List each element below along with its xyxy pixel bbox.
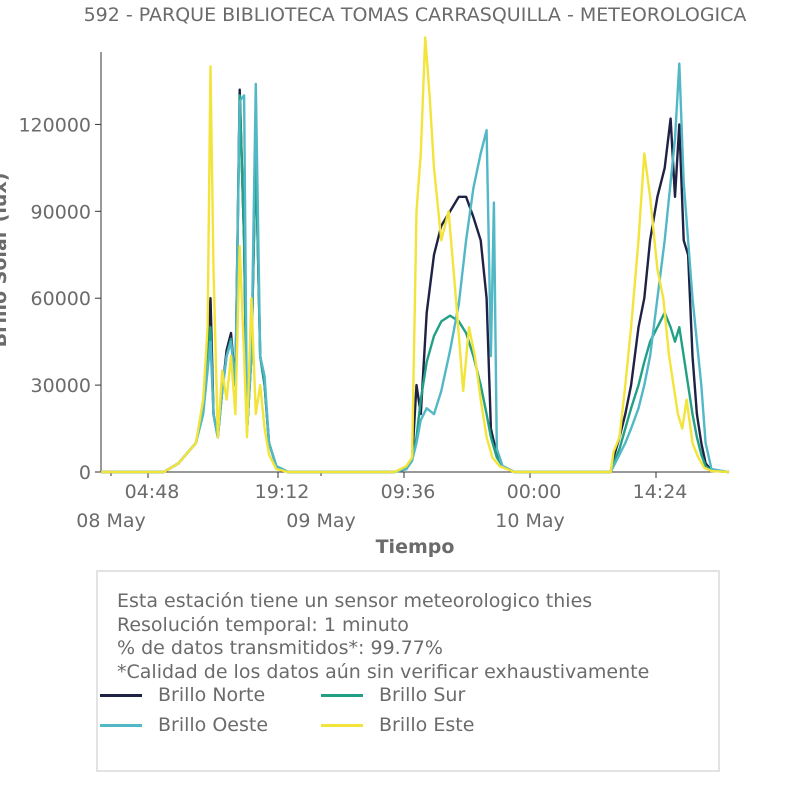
series-line-brillo-norte <box>101 88 730 474</box>
legend-swatch-oeste <box>100 724 142 727</box>
x-tick-time-label: 04:48 <box>125 481 180 503</box>
y-tick-label: 120000 <box>18 114 91 136</box>
x-tick-time-label: 14:24 <box>633 481 688 503</box>
series-line-brillo-este <box>101 36 730 474</box>
y-tick-label: 30000 <box>31 375 91 397</box>
x-tick-time-label: 09:36 <box>381 481 436 503</box>
y-axis-label: Brillo Solar (lux) <box>0 173 11 348</box>
legend-label-sur: Brillo Sur <box>379 684 466 706</box>
legend-swatch-norte <box>100 694 142 697</box>
y-tick-label: 90000 <box>31 201 91 223</box>
legend-label-este: Brillo Este <box>379 714 475 736</box>
x-tick-time-label: 00:00 <box>507 481 562 503</box>
x-tick-date-label: 09 May <box>286 510 356 532</box>
info-line-transmitted: % de datos transmitidos*: 99.77% <box>117 637 443 659</box>
axes: 0 30000 60000 90000 120000 04:48 19:12 09:36 00:… <box>18 52 729 532</box>
legend-label-norte: Brillo Norte <box>158 684 266 706</box>
info-line-station: Esta estación tiene un sensor meteorolog… <box>117 590 593 612</box>
x-tick-date-label: 08 May <box>76 510 146 532</box>
x-axis-label: Tiempo <box>376 536 455 558</box>
info-box: Esta estación tiene un sensor meteorolog… <box>96 570 720 772</box>
legend-swatch-este <box>321 724 363 727</box>
info-line-quality: *Calidad de los datos aún sin verificar … <box>117 660 650 683</box>
series-layer <box>101 36 730 474</box>
y-tick-label: 0 <box>79 462 91 484</box>
x-tick-date-label: 10 May <box>495 510 565 532</box>
series-line-brillo-oeste <box>101 62 730 474</box>
legend-label-oeste: Brillo Oeste <box>158 714 269 736</box>
info-line-resolution: Resolución temporal: 1 minuto <box>117 613 409 636</box>
y-tick-label: 60000 <box>31 288 91 310</box>
chart: 592 - PARQUE BIBLIOTECA TOMAS CARRASQUIL… <box>0 4 747 558</box>
x-tick-time-label: 19:12 <box>255 481 310 503</box>
series-line-brillo-sur <box>101 94 730 474</box>
chart-title: 592 - PARQUE BIBLIOTECA TOMAS CARRASQUIL… <box>84 4 747 26</box>
legend-swatch-sur <box>321 694 363 697</box>
info-lines: Esta estación tiene un sensor meteorolog… <box>117 590 649 684</box>
